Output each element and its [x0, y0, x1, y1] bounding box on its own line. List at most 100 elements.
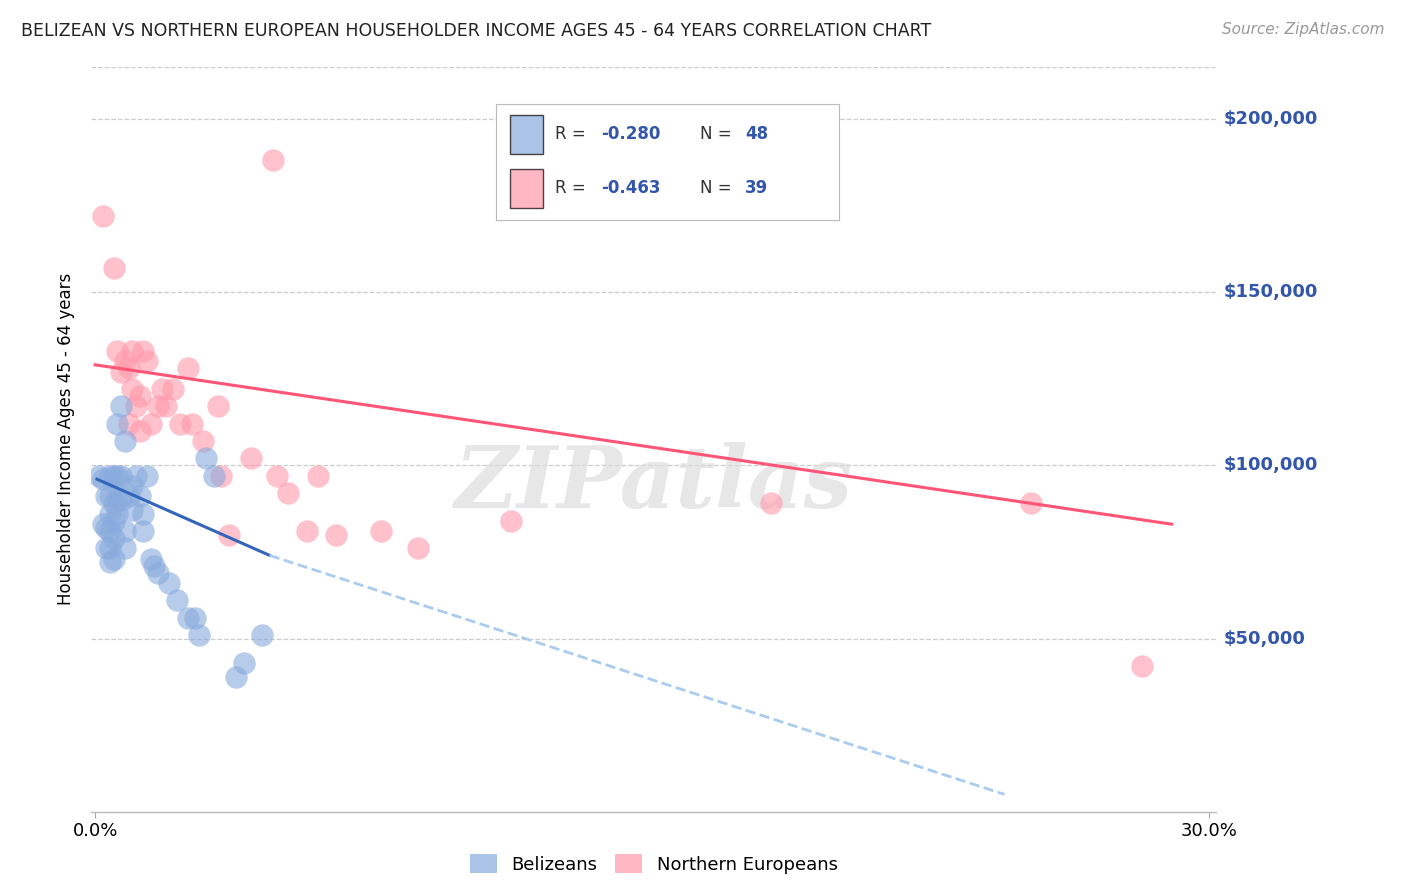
Text: N =: N = [700, 179, 737, 197]
Point [91, 517, 114, 532]
Point [1130, 659, 1153, 673]
Point [105, 468, 128, 483]
Text: 48: 48 [745, 125, 768, 143]
Point [195, 451, 218, 466]
Text: N =: N = [700, 125, 737, 143]
Point [128, 490, 150, 504]
Point [98, 507, 121, 521]
Point [114, 434, 136, 448]
Text: R =: R = [554, 179, 591, 197]
Point [117, 417, 139, 431]
Text: -0.280: -0.280 [600, 125, 661, 143]
Point [148, 566, 170, 580]
Point [155, 400, 177, 414]
Text: $50,000: $50,000 [1223, 630, 1305, 648]
Point [759, 496, 782, 510]
Point [218, 527, 240, 541]
Point [188, 628, 211, 642]
Point [169, 417, 191, 431]
Point [96, 521, 118, 535]
Point [143, 558, 166, 573]
Point [110, 492, 132, 507]
Point [125, 468, 148, 483]
Point [136, 468, 159, 483]
Point [162, 382, 184, 396]
Point [202, 468, 225, 483]
Y-axis label: Householder Income Ages 45 - 64 years: Householder Income Ages 45 - 64 years [58, 273, 76, 606]
Point [121, 479, 143, 493]
Point [177, 361, 200, 376]
Point [128, 424, 150, 438]
Point [132, 524, 155, 538]
Point [132, 507, 155, 521]
Point [166, 593, 188, 607]
Point [232, 656, 254, 670]
Point [121, 382, 143, 396]
Point [209, 468, 232, 483]
Point [105, 490, 128, 504]
Text: $200,000: $200,000 [1223, 110, 1317, 128]
Point [98, 541, 121, 556]
Text: BELIZEAN VS NORTHERN EUROPEAN HOUSEHOLDER INCOME AGES 45 - 64 YEARS CORRELATION : BELIZEAN VS NORTHERN EUROPEAN HOUSEHOLDE… [21, 22, 931, 40]
Text: $100,000: $100,000 [1223, 457, 1317, 475]
Point [177, 611, 200, 625]
Point [277, 486, 299, 500]
Point [148, 400, 170, 414]
Point [114, 354, 136, 368]
Point [121, 343, 143, 358]
Text: ZIPatlas: ZIPatlas [454, 442, 853, 525]
Point [98, 555, 121, 569]
Point [139, 417, 162, 431]
Point [114, 524, 136, 538]
Text: 39: 39 [745, 179, 768, 197]
FancyBboxPatch shape [510, 169, 543, 208]
Point [132, 343, 155, 358]
Text: Source: ZipAtlas.com: Source: ZipAtlas.com [1222, 22, 1385, 37]
Point [150, 382, 173, 396]
Point [139, 551, 162, 566]
Point [240, 451, 263, 466]
Point [98, 468, 121, 483]
Point [91, 472, 114, 486]
Point [117, 490, 139, 504]
Point [110, 365, 132, 379]
Point [91, 209, 114, 223]
Point [96, 541, 118, 556]
Point [250, 628, 273, 642]
Text: $150,000: $150,000 [1223, 283, 1317, 301]
FancyBboxPatch shape [510, 114, 543, 153]
Point [103, 496, 125, 510]
Point [262, 153, 284, 168]
Text: R =: R = [554, 125, 591, 143]
Point [191, 434, 214, 448]
Legend: Belizeans, Northern Europeans: Belizeans, Northern Europeans [463, 847, 845, 881]
Point [98, 524, 121, 538]
Point [105, 507, 128, 521]
Point [103, 514, 125, 528]
Point [406, 541, 429, 556]
Point [184, 611, 207, 625]
Point [110, 468, 132, 483]
Point [157, 576, 180, 591]
Point [266, 468, 288, 483]
Point [370, 524, 392, 538]
Text: -0.463: -0.463 [600, 179, 661, 197]
Point [96, 490, 118, 504]
Point [125, 400, 148, 414]
Point [105, 343, 128, 358]
Point [98, 490, 121, 504]
Point [1019, 496, 1042, 510]
Point [207, 400, 229, 414]
Point [103, 260, 125, 275]
Point [103, 468, 125, 483]
Point [295, 524, 318, 538]
Point [103, 551, 125, 566]
Point [180, 417, 202, 431]
Point [225, 670, 247, 684]
Point [105, 417, 128, 431]
Point [136, 354, 159, 368]
Point [114, 541, 136, 556]
Point [87, 468, 110, 483]
Point [325, 527, 347, 541]
Point [117, 361, 139, 376]
